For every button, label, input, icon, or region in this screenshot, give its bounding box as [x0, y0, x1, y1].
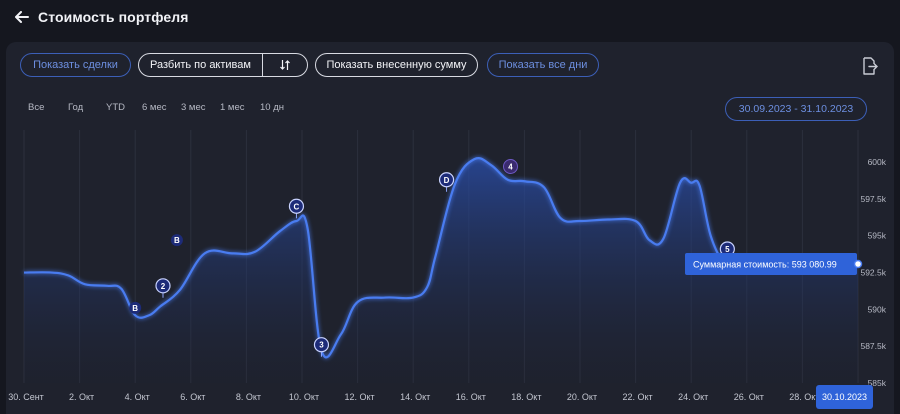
x-tick-label: 12. Окт [345, 392, 375, 402]
export-file-icon [863, 57, 878, 75]
page-title: Стоимость портфеля [38, 9, 189, 25]
trade-marker-label: B [174, 236, 180, 245]
x-tick-label: 24. Окт [678, 392, 708, 402]
header-bar: Стоимость портфеля [0, 0, 900, 34]
x-tick-label: 20. Окт [567, 392, 597, 402]
split-by-assets-control: Разбить по активам [138, 53, 308, 77]
period-1m[interactable]: 1 мес [220, 102, 245, 113]
export-button[interactable] [862, 57, 878, 75]
x-tick-label: 28. Окт [789, 392, 819, 402]
x-tick-label: 22. Окт [623, 392, 653, 402]
trade-marker-label: C [294, 202, 300, 211]
y-tick-label: 590k [868, 304, 887, 314]
x-tick-label: 4. Окт [125, 392, 150, 402]
x-tick-label: 10. Окт [289, 392, 319, 402]
trade-marker-label: B [132, 304, 138, 313]
y-tick-label: 587.5k [860, 341, 886, 351]
value-line [23, 156, 859, 359]
trade-marker[interactable]: B [129, 301, 142, 314]
period-6m[interactable]: 6 мес [142, 102, 167, 113]
tooltip-text: Суммарная стоимость: 593 080.99 [693, 260, 837, 270]
show-deals-button[interactable]: Показать сделки [20, 53, 131, 77]
trade-marker-label: D [444, 176, 450, 185]
y-tick-label: 600k [868, 157, 887, 167]
trade-marker[interactable]: C [288, 198, 305, 219]
y-tick-label: 595k [868, 231, 887, 241]
trade-marker[interactable]: B [170, 234, 183, 247]
value-area [24, 158, 858, 383]
trade-marker-label: 2 [161, 282, 166, 291]
trade-marker[interactable]: D [438, 172, 455, 192]
x-tick-label: 6. Окт [180, 392, 205, 402]
y-tick-label: 597.5k [860, 194, 886, 204]
arrow-left-icon[interactable] [14, 9, 30, 25]
x-tick-label: 30.10.2023 [822, 392, 867, 402]
x-tick-label: 14. Окт [400, 392, 430, 402]
trade-marker[interactable]: 2 [155, 278, 171, 298]
y-tick-label: 592.5k [860, 268, 886, 278]
sort-button[interactable] [263, 54, 307, 76]
value-tooltip: Суммарная стоимость: 593 080.99 [685, 253, 863, 276]
trade-marker-label: 5 [725, 245, 730, 254]
period-ytd[interactable]: YTD [106, 102, 125, 113]
hover-point [853, 259, 863, 269]
x-tick-label: 8. Окт [236, 392, 261, 402]
show-deposited-button[interactable]: Показать внесенную сумму [315, 53, 478, 77]
x-tick-label: 30. Сент [8, 392, 44, 402]
period-10d[interactable]: 10 дн [260, 102, 284, 113]
portfolio-value-chart[interactable]: 585k 587.5k 590k 592.5k 595k 597.5k 600k 30. С… [6, 42, 894, 414]
trade-marker-label: 3 [319, 341, 324, 350]
x-axis: 30. Сент 2. Окт 4. Окт 6. Окт 8. Окт 10. Окт 1… [8, 385, 873, 409]
split-by-assets-button[interactable]: Разбить по активам [139, 54, 263, 76]
tooltip-box [685, 253, 857, 276]
period-selector: Все Год YTD 6 мес 3 мес 1 мес 10 дн [28, 102, 294, 116]
date-range-picker[interactable]: 30.09.2023 - 31.10.2023 [725, 97, 867, 121]
period-year[interactable]: Год [68, 102, 84, 113]
chart-panel: Показать сделки Разбить по активам Показ… [6, 42, 894, 414]
trade-marker-label: 4 [508, 163, 513, 172]
period-3m[interactable]: 3 мес [181, 102, 206, 113]
period-all[interactable]: Все [28, 102, 45, 113]
x-tick-label: 26. Окт [734, 392, 764, 402]
show-all-days-button[interactable]: Показать все дни [487, 53, 599, 77]
x-tick-label: 16. Окт [456, 392, 486, 402]
x-tick-highlight [816, 385, 873, 409]
x-tick-label: 2. Окт [69, 392, 94, 402]
sort-arrows-icon [280, 60, 290, 70]
trade-marker[interactable]: 4 [503, 159, 518, 175]
x-tick-label: 18. Окт [511, 392, 541, 402]
y-axis: 585k 587.5k 590k 592.5k 595k 597.5k 600k [860, 157, 886, 388]
y-tick-label: 585k [868, 378, 887, 388]
trade-marker[interactable]: 3 [313, 337, 330, 357]
